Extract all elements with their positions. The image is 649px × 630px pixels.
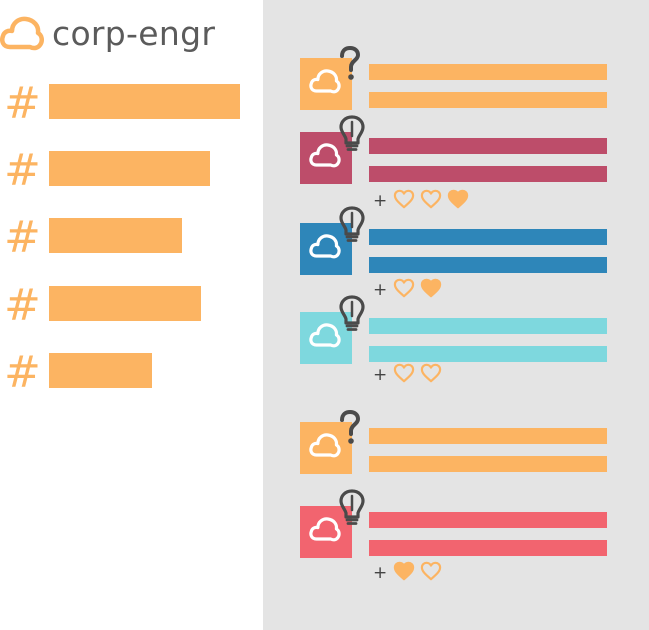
- message-text-placeholder: [369, 64, 607, 80]
- lightbulb-icon: [338, 114, 366, 158]
- message-text-placeholder: [369, 257, 607, 273]
- message-text-placeholder: [369, 166, 607, 182]
- reaction-bar: +: [373, 189, 474, 213]
- channel-hash-icon: #: [4, 347, 41, 398]
- cloud-avatar-icon: [307, 430, 343, 464]
- avatar[interactable]: [300, 409, 361, 474]
- heart-outline-icon[interactable]: [420, 363, 442, 387]
- heart-filled-icon[interactable]: [447, 189, 469, 213]
- avatar[interactable]: [300, 489, 365, 558]
- add-reaction-button[interactable]: +: [373, 190, 388, 211]
- avatar[interactable]: [300, 295, 365, 364]
- workspace-name: corp-engr: [52, 13, 216, 53]
- channel-hash-icon: #: [4, 145, 41, 196]
- add-reaction-button[interactable]: +: [373, 562, 388, 583]
- channel-hash-icon: #: [4, 212, 41, 263]
- heart-outline-icon[interactable]: [393, 363, 415, 387]
- avatar[interactable]: [300, 115, 365, 184]
- channel-name-placeholder: [49, 218, 182, 253]
- channel-hash-icon: #: [4, 280, 41, 331]
- cloud-avatar-icon: [307, 66, 343, 100]
- lightbulb-icon: [338, 294, 366, 338]
- heart-outline-icon[interactable]: [393, 278, 415, 302]
- question-mark-icon: [338, 409, 362, 450]
- channel-name-placeholder: [49, 84, 240, 119]
- reaction-bar: +: [373, 278, 447, 302]
- cloud-avatar-icon: [307, 320, 343, 354]
- cloud-avatar-icon: [307, 140, 343, 174]
- add-reaction-button[interactable]: +: [373, 364, 388, 385]
- message-text-placeholder: [369, 540, 607, 556]
- avatar[interactable]: [300, 45, 361, 110]
- heart-outline-icon[interactable]: [420, 561, 442, 585]
- reaction-bar: +: [373, 363, 447, 387]
- channel-name-placeholder: [49, 353, 152, 388]
- cloud-avatar-icon: [307, 514, 343, 548]
- message-text-placeholder: [369, 92, 607, 108]
- message-text-placeholder: [369, 428, 607, 444]
- lightbulb-icon: [338, 205, 366, 249]
- channel-name-placeholder: [49, 286, 201, 321]
- heart-outline-icon[interactable]: [393, 189, 415, 213]
- avatar[interactable]: [300, 206, 365, 275]
- heart-filled-icon[interactable]: [393, 561, 415, 585]
- message-text-placeholder: [369, 318, 607, 334]
- reaction-bar: +: [373, 561, 447, 585]
- message-text-placeholder: [369, 456, 607, 472]
- message-panel: + + + +: [263, 0, 649, 630]
- message-text-placeholder: [369, 138, 607, 154]
- lightbulb-icon: [338, 488, 366, 532]
- message-text-placeholder: [369, 229, 607, 245]
- channel-name-placeholder: [49, 151, 210, 186]
- workspace-logo[interactable]: corp-engr: [0, 12, 215, 54]
- cloud-avatar-icon: [307, 231, 343, 265]
- heart-outline-icon[interactable]: [420, 189, 442, 213]
- cloud-logo-icon: [0, 16, 44, 51]
- heart-filled-icon[interactable]: [420, 278, 442, 302]
- question-mark-icon: [338, 45, 362, 86]
- message-text-placeholder: [369, 346, 607, 362]
- add-reaction-button[interactable]: +: [373, 279, 388, 300]
- message-text-placeholder: [369, 512, 607, 528]
- channel-hash-icon: #: [4, 78, 41, 129]
